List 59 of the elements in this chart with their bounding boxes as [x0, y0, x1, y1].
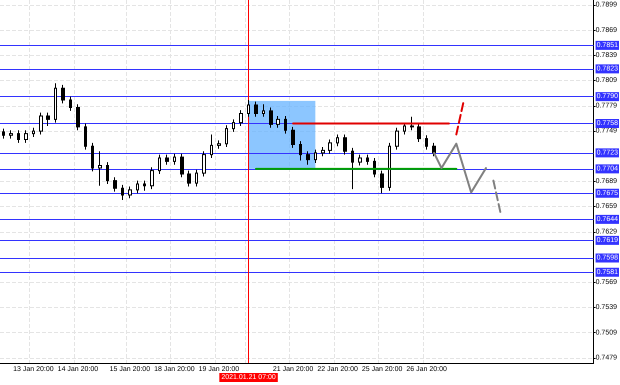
candlestick: [143, 180, 146, 192]
candlestick: [187, 170, 191, 188]
candlestick: [239, 110, 243, 127]
candlestick: [98, 150, 102, 186]
candlestick: [351, 147, 354, 190]
candlestick: [306, 150, 310, 166]
candlestick: [210, 134, 213, 158]
candlestick: [403, 122, 406, 135]
candlestick: [432, 142, 436, 157]
candlestick: [32, 127, 35, 138]
candlestick: [128, 186, 132, 199]
candlestick: [106, 162, 109, 185]
candlestick: [113, 176, 117, 192]
candlestick: [180, 153, 184, 178]
candlestick: [321, 146, 325, 157]
candlestick: [232, 118, 235, 132]
candlestick: [366, 154, 369, 166]
candlestick: [299, 140, 302, 161]
candlestick: [84, 123, 87, 150]
candlestick: [380, 170, 384, 194]
candlestick: [61, 84, 65, 104]
candlestick: [195, 169, 198, 188]
candlestick: [158, 154, 161, 174]
candlestick: [202, 150, 206, 177]
candlestick: [417, 123, 421, 143]
candlestick: [410, 116, 414, 131]
candlestick: [217, 140, 221, 150]
candlestick: [328, 138, 332, 154]
candlestick: [336, 134, 339, 147]
candlestick: [69, 96, 72, 112]
candlestick: [247, 99, 250, 118]
candlestick: [91, 142, 94, 172]
candlestick: [17, 130, 20, 144]
candlestick: [395, 127, 399, 150]
candlestick: [76, 104, 80, 131]
candlestick: [254, 101, 258, 118]
candlestick: [314, 149, 317, 164]
candlestick: [173, 153, 176, 166]
candlestick: [150, 166, 154, 190]
candlestick: [9, 130, 13, 140]
candlestick: [24, 130, 28, 144]
candlestick: [388, 142, 391, 192]
candlestick: [46, 112, 50, 127]
candlestick: [165, 154, 169, 166]
line-series: [433, 142, 487, 194]
candlestick: [39, 112, 43, 135]
candlestick: [425, 134, 428, 150]
candlestick: [2, 128, 5, 140]
candlestick: [291, 126, 295, 148]
candlestick: [284, 115, 287, 134]
candlestick: [269, 107, 273, 128]
candlestick: [225, 124, 228, 148]
candlestick: [276, 115, 280, 128]
candlestick: [136, 180, 139, 194]
candlestick: [121, 184, 124, 200]
candlestick: [262, 104, 265, 118]
candlestick: [343, 134, 347, 156]
candlestick: [54, 82, 57, 124]
candlestick: [358, 154, 362, 166]
